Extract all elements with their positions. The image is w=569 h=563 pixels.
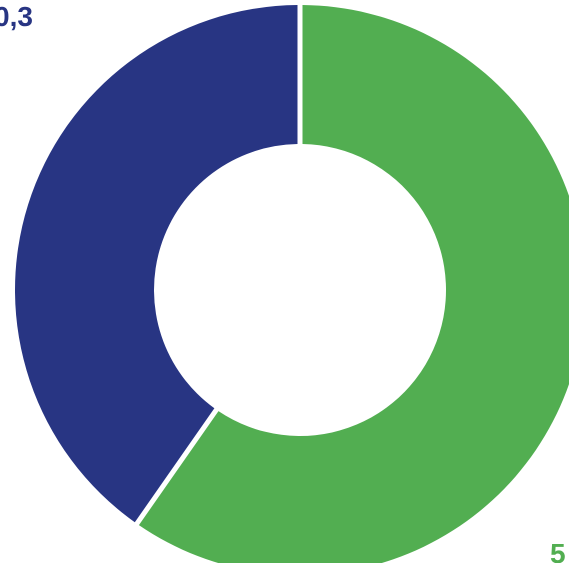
slice-label-navy: 0,3 — [0, 1, 33, 32]
slice-label-green: 5 — [550, 538, 566, 563]
donut-slices — [15, 5, 569, 563]
donut-slice-1 — [15, 5, 298, 523]
donut-slice-0 — [138, 5, 569, 563]
